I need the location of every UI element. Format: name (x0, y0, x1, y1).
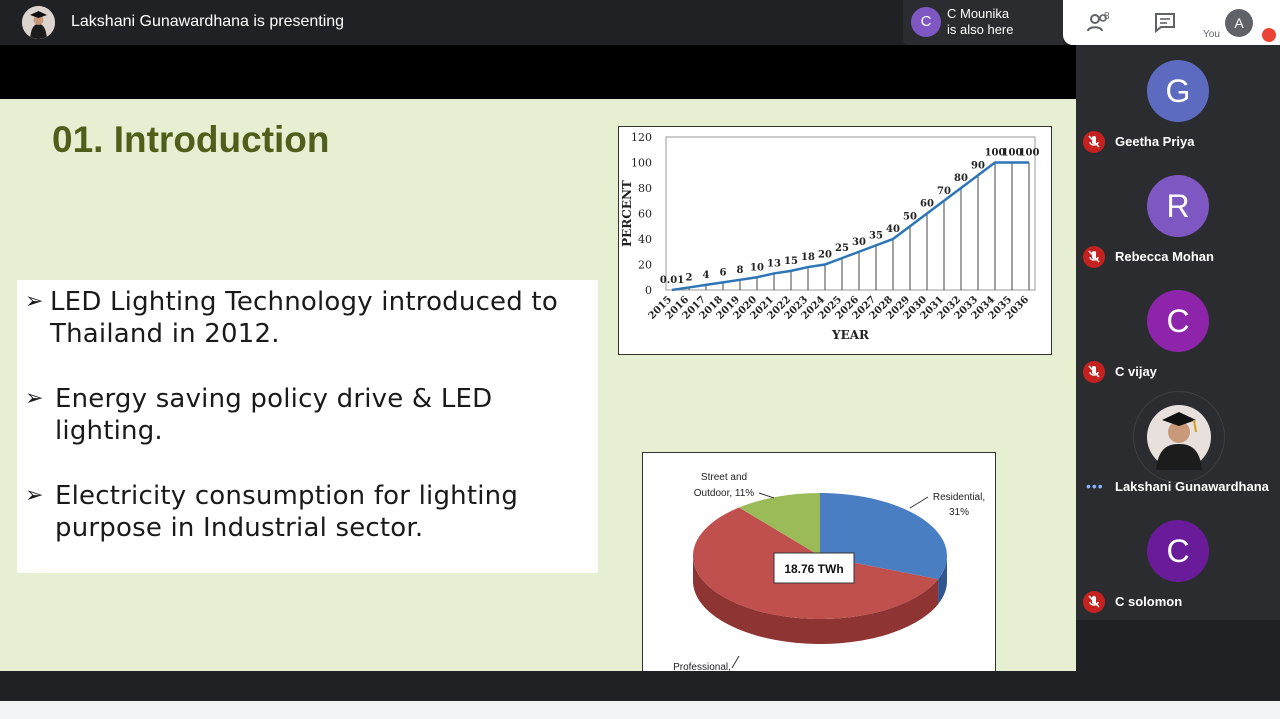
participant-avatar: R (1147, 175, 1209, 237)
participant-name: C vijay (1115, 364, 1157, 379)
arrow-bullet-icon: ➢ (25, 483, 44, 508)
data-label: 0.01 (660, 275, 684, 286)
data-label: 50 (903, 211, 917, 222)
pie-side (693, 556, 939, 644)
data-label: 2 (686, 272, 693, 283)
mic-off-icon (1262, 28, 1276, 42)
y-tick-label: 0 (645, 284, 652, 297)
data-label: 20 (818, 250, 832, 261)
data-label: 100 (985, 148, 1006, 159)
y-tick-label: 20 (638, 259, 652, 272)
y-tick-label: 60 (638, 208, 652, 221)
y-tick-label: 120 (631, 131, 652, 144)
participant-name: Lakshani Gunawardhana (1115, 479, 1269, 494)
data-label: 70 (937, 186, 951, 197)
lighting-consumption-pie: 18.76 TWh Residential, 31% Street and Outdoo… (642, 452, 996, 673)
slice-label: Street and (701, 472, 747, 483)
data-label: 10 (750, 262, 764, 273)
data-label: 8 (737, 265, 744, 276)
data-label: 100 (1002, 148, 1023, 159)
y-axis-label: PERCENT (620, 180, 634, 247)
data-label: 25 (835, 243, 849, 254)
data-label: 15 (784, 256, 798, 267)
participant-name: Geetha Priya (1115, 134, 1195, 149)
leader-line (758, 492, 775, 499)
also-here-chip[interactable]: C C Mounika is also here (903, 0, 1063, 45)
series-line (671, 161, 1029, 292)
center-label-box (773, 552, 855, 584)
top-bar: Lakshani Gunawardhana is presenting C C … (0, 0, 1280, 45)
participant-avatar: C (1147, 290, 1209, 352)
participant-tile[interactable]: G Geetha Priya (1076, 60, 1280, 175)
slice-label: Professional, (673, 662, 731, 672)
slide-title: 01. Introduction (52, 119, 330, 160)
mic-off-icon (1083, 246, 1105, 268)
chat-button[interactable] (1152, 10, 1180, 36)
mic-off-icon (1083, 361, 1105, 383)
bullet-box: ➢ LED Lighting Technology introduced to … (17, 280, 598, 573)
data-label: 6 (720, 267, 727, 278)
also-here-status: is also here (947, 22, 1014, 37)
mic-off-icon (1083, 131, 1105, 153)
y-tick-label: 80 (638, 182, 652, 195)
people-icon (1087, 14, 1107, 32)
data-label: 18 (801, 252, 815, 263)
pie-side (938, 556, 947, 605)
data-label: 80 (954, 173, 968, 184)
leader-line (909, 496, 929, 509)
y-tick-label: 40 (638, 233, 652, 246)
data-label: 90 (971, 160, 985, 171)
data-label: 30 (852, 237, 866, 248)
participant-avatar: C (1147, 520, 1209, 582)
arrow-bullet-icon: ➢ (25, 386, 44, 411)
arrow-bullet-icon: ➢ (25, 289, 44, 314)
also-here-name: C Mounika (947, 6, 1010, 21)
bottom-bar (0, 671, 1280, 701)
more-options-icon[interactable]: ••• (1086, 478, 1104, 494)
pie-slice (739, 493, 820, 556)
presenting-banner: Lakshani Gunawardhana is presenting (71, 13, 345, 30)
slide: 01. Introduction ➢ LED Lighting Technolo… (0, 99, 1076, 673)
participant-tile[interactable]: ••• Lakshani Gunawardhana (1076, 391, 1280, 520)
also-here-avatar: C (911, 7, 941, 37)
led-adoption-chart: 0 20 40 60 80 100 120 0.01 2 4 6 8 10 13 15 18 20 25 30 35 4… (618, 126, 1052, 355)
data-label: 13 (767, 258, 781, 269)
presenter-avatar (22, 6, 55, 39)
mic-off-icon (1083, 591, 1105, 613)
plot-area (665, 136, 1036, 291)
participant-tile[interactable]: C C solomon (1076, 520, 1280, 635)
people-button[interactable] (1086, 10, 1114, 36)
people-count-badge: 8 (1104, 11, 1110, 22)
participant-tile[interactable]: R Rebecca Mohan (1076, 175, 1280, 290)
participant-tile[interactable]: C C vijay (1076, 290, 1280, 405)
data-label: 100 (1019, 148, 1040, 159)
participant-name: Rebecca Mohan (1115, 249, 1214, 264)
control-bar (0, 701, 1280, 719)
slice-label: Residential, (933, 492, 985, 503)
y-tick-label: 100 (631, 157, 652, 170)
data-label: 4 (703, 270, 710, 281)
participant-avatar: G (1147, 60, 1209, 122)
leader-line (731, 655, 740, 669)
data-label: 40 (886, 224, 900, 235)
participant-name: C solomon (1115, 594, 1183, 609)
x-axis-label: YEAR (831, 328, 870, 342)
you-label: You (1203, 29, 1220, 40)
slice-label: Outdoor, 11% (694, 488, 755, 499)
data-label: 60 (920, 199, 934, 210)
slice-label: 31% (949, 507, 969, 518)
self-avatar[interactable]: A (1225, 9, 1253, 37)
chat-icon (1155, 13, 1175, 34)
participant-avatar (1133, 391, 1225, 483)
center-label: 18.76 TWh (784, 562, 843, 576)
data-label: 35 (869, 230, 883, 241)
